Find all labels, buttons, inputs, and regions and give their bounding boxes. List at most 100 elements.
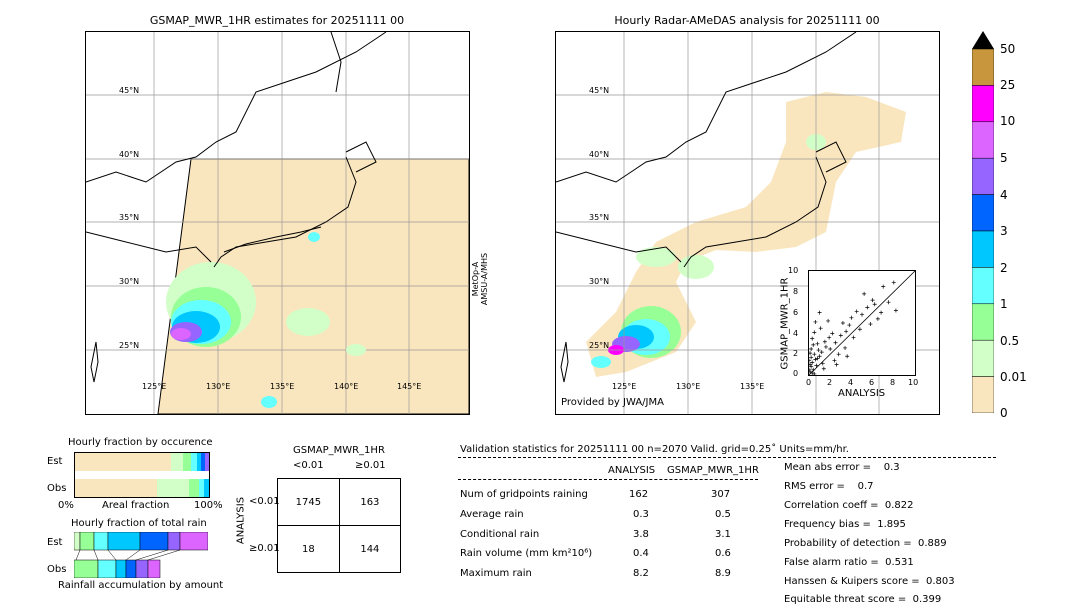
scatter-point bbox=[833, 340, 838, 345]
contingency-side: ANALYSIS bbox=[235, 496, 247, 545]
scatter-point bbox=[820, 361, 825, 366]
cbar-label-4: 4 bbox=[1000, 188, 1008, 202]
cbar-label-5: 5 bbox=[1000, 151, 1008, 165]
scatter-xtick-2: 2 bbox=[827, 378, 833, 387]
colorbar-segment bbox=[971, 85, 995, 123]
val-row-b: 307 bbox=[711, 489, 731, 500]
cbar-label-0.01: 0.01 bbox=[1000, 370, 1027, 384]
scatter-ytick-0: 0 bbox=[793, 369, 799, 378]
scatter-point bbox=[827, 335, 832, 340]
scatter-point bbox=[819, 350, 824, 355]
scatter-ytick-2: 2 bbox=[793, 349, 799, 358]
scatter-point bbox=[851, 335, 856, 340]
validation-divider bbox=[458, 457, 996, 458]
scatter-point bbox=[891, 280, 896, 285]
left-lat-30: 30°N bbox=[119, 277, 140, 286]
scatter-point bbox=[823, 344, 828, 349]
scatter-point bbox=[879, 310, 884, 315]
right-lat-30: 30°N bbox=[589, 277, 610, 286]
scatter-xtick-8: 8 bbox=[890, 378, 896, 387]
val-row-a: 8.2 bbox=[633, 568, 649, 579]
scatter-point bbox=[816, 348, 821, 353]
satellite-label: MetOp-A AMSU-A/MHS bbox=[471, 229, 489, 329]
val-row-label: Num of gridpoints raining bbox=[460, 489, 588, 500]
colorbar-segment bbox=[971, 230, 995, 268]
colorbar-segment bbox=[971, 376, 995, 414]
scatter-point bbox=[844, 329, 849, 334]
right-lon-135: 135°E bbox=[740, 382, 765, 391]
graticule bbox=[86, 32, 469, 414]
score-rms: RMS error = 0.7 bbox=[784, 481, 874, 492]
val-row-a: 0.3 bbox=[633, 509, 649, 520]
scatter-point bbox=[857, 327, 862, 332]
cbar-label-3: 3 bbox=[1000, 224, 1008, 238]
left-lat-35: 35°N bbox=[119, 213, 140, 222]
left-lon-145: 145°E bbox=[397, 382, 422, 391]
val-row-a: 162 bbox=[629, 489, 649, 500]
colorbar-segment bbox=[971, 267, 995, 305]
val-row-b: 8.9 bbox=[715, 568, 731, 579]
colorbar-segment bbox=[971, 121, 995, 159]
scatter-point bbox=[817, 310, 822, 315]
scatter-point bbox=[875, 316, 880, 321]
contingency-row2: ≥0.01 bbox=[249, 543, 280, 554]
left-lon-140: 140°E bbox=[334, 382, 359, 391]
left-lon-130: 130°E bbox=[206, 382, 231, 391]
scatter-point bbox=[811, 367, 816, 372]
score-pod: Probability of detection = 0.889 bbox=[784, 538, 947, 549]
left-lat-25: 25°N bbox=[119, 341, 140, 350]
scatter-ytick-6: 6 bbox=[793, 308, 799, 317]
right-lat-25: 25°N bbox=[589, 341, 610, 350]
scatter-point bbox=[808, 351, 813, 356]
scatter-point bbox=[813, 319, 818, 324]
colorbar-segment bbox=[971, 339, 995, 377]
occ-axis-mid: Areal fraction bbox=[102, 500, 170, 511]
scatter-point bbox=[814, 363, 819, 368]
scatter-point bbox=[815, 341, 820, 346]
val-row-b: 0.5 bbox=[715, 509, 731, 520]
contingency-col2: ≥0.01 bbox=[355, 460, 386, 471]
fraction-total-title: Hourly fraction of total rain bbox=[71, 518, 207, 529]
right-lat-40: 40°N bbox=[589, 150, 610, 159]
scatter-point bbox=[832, 358, 837, 363]
scatter-point bbox=[810, 336, 815, 341]
left-map bbox=[85, 31, 470, 415]
scatter-point bbox=[893, 308, 898, 313]
cbar-label-25: 25 bbox=[1000, 78, 1016, 92]
scatter-point bbox=[872, 302, 877, 307]
scatter-point bbox=[847, 323, 852, 328]
left-lat-40: 40°N bbox=[119, 150, 140, 159]
val-row-label: Rain volume (mm km²10⁶) bbox=[460, 548, 593, 559]
right-lon-130: 130°E bbox=[676, 382, 701, 391]
occ-axis-right: 100% bbox=[194, 500, 223, 511]
cell-tn: 1745 bbox=[277, 478, 340, 526]
scatter-point bbox=[822, 339, 827, 344]
scatter-point bbox=[870, 298, 875, 303]
val-row-label: Conditional rain bbox=[460, 529, 540, 540]
colorbar-arrow bbox=[972, 31, 994, 49]
scatter-point bbox=[868, 322, 873, 327]
coastlines bbox=[86, 32, 387, 383]
rain-field bbox=[166, 232, 366, 408]
scatter-point bbox=[817, 354, 822, 359]
colorbar-segment bbox=[971, 48, 995, 86]
scatter-ytick-4: 4 bbox=[793, 329, 799, 338]
cbar-label-2: 2 bbox=[1000, 261, 1008, 275]
radar-coverage bbox=[586, 92, 906, 377]
val-row-b: 0.6 bbox=[715, 548, 731, 559]
left-lat-45: 45°N bbox=[119, 86, 140, 95]
right-map-title: Hourly Radar-AMeDAS analysis for 2025111… bbox=[614, 14, 880, 27]
cbar-label-50: 50 bbox=[1000, 42, 1016, 56]
scatter-point bbox=[854, 309, 859, 314]
colorbar bbox=[971, 31, 995, 414]
scatter-point bbox=[862, 291, 867, 296]
left-map-title: GSMAP_MWR_1HR estimates for 20251111 00 bbox=[149, 14, 405, 27]
contingency-col1: <0.01 bbox=[293, 460, 324, 471]
scatter-point bbox=[815, 356, 820, 361]
val-row-label: Maximum rain bbox=[460, 568, 532, 579]
occ-axis-left: 0% bbox=[58, 500, 74, 511]
occ-est-label: Est bbox=[47, 456, 63, 467]
colorbar-canvas bbox=[971, 31, 995, 414]
scatter-xtick-4: 4 bbox=[848, 378, 854, 387]
satellite-name: MetOp-A bbox=[471, 261, 480, 297]
